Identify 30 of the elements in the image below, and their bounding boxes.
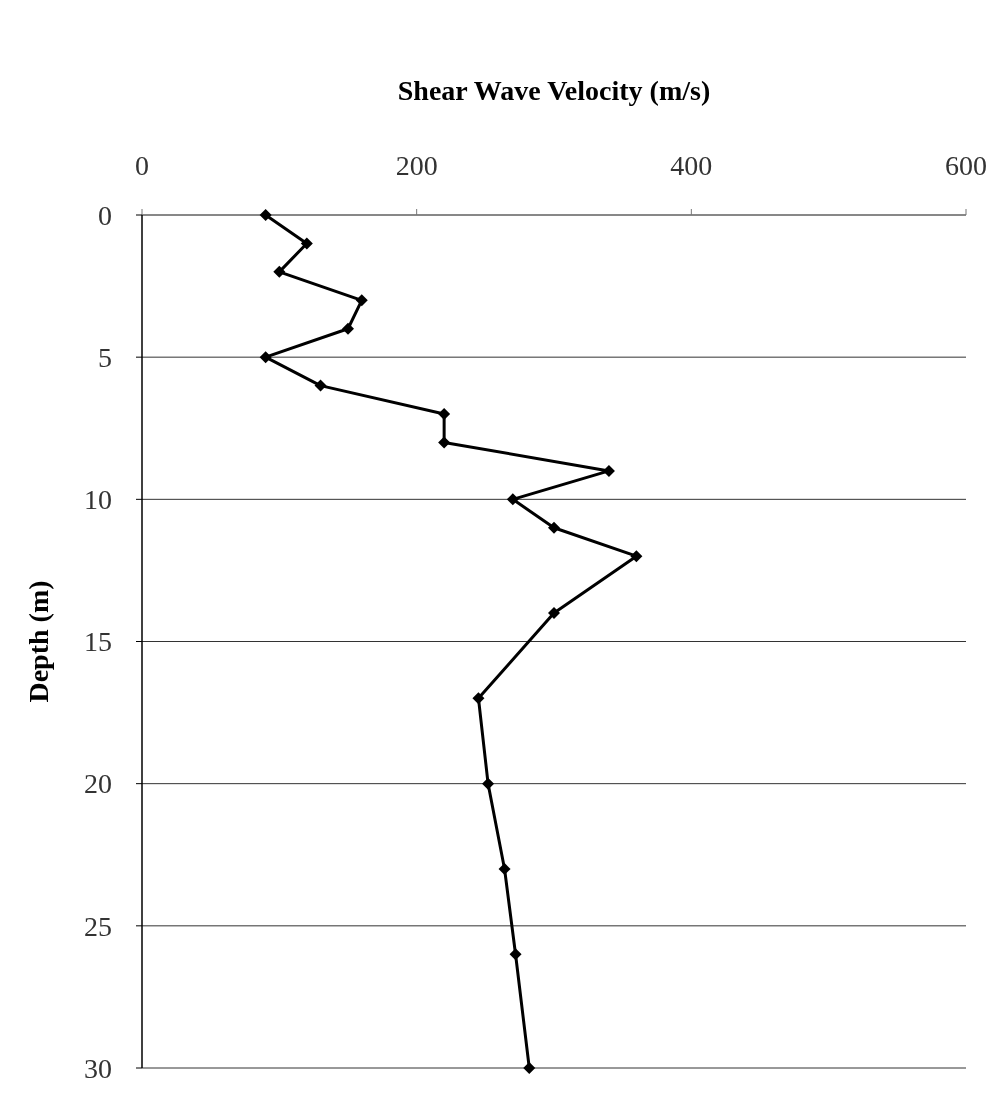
x-tick-label: 0 <box>135 150 149 181</box>
y-tick-label: 20 <box>84 768 112 800</box>
point <box>259 209 272 221</box>
point <box>438 436 451 449</box>
point <box>630 550 643 563</box>
point <box>355 294 368 307</box>
point <box>548 521 560 534</box>
point <box>342 322 354 335</box>
point <box>300 237 313 250</box>
point <box>482 777 495 790</box>
point <box>548 607 560 620</box>
x-axis-title: Shear Wave Velocity (m/s) <box>397 75 711 106</box>
y-tick-label: 5 <box>98 341 112 373</box>
point <box>259 351 272 364</box>
x-tick-label: 600 <box>945 150 987 181</box>
point <box>506 493 519 506</box>
y-tick-label: 30 <box>84 1052 112 1084</box>
y-tick-label: 15 <box>84 626 112 658</box>
point <box>498 862 511 875</box>
x-tick-label: 400 <box>670 150 713 181</box>
point <box>472 692 485 705</box>
x-tick-label: 200 <box>395 150 438 181</box>
point <box>523 1062 536 1074</box>
y-tick-label: 0 <box>98 199 112 231</box>
y-tick-label: 10 <box>84 484 112 516</box>
y-axis-title: Depth (m) <box>23 580 54 703</box>
point <box>314 379 327 392</box>
y-tick-label: 25 <box>84 910 112 942</box>
point <box>273 265 286 278</box>
point <box>509 948 522 961</box>
